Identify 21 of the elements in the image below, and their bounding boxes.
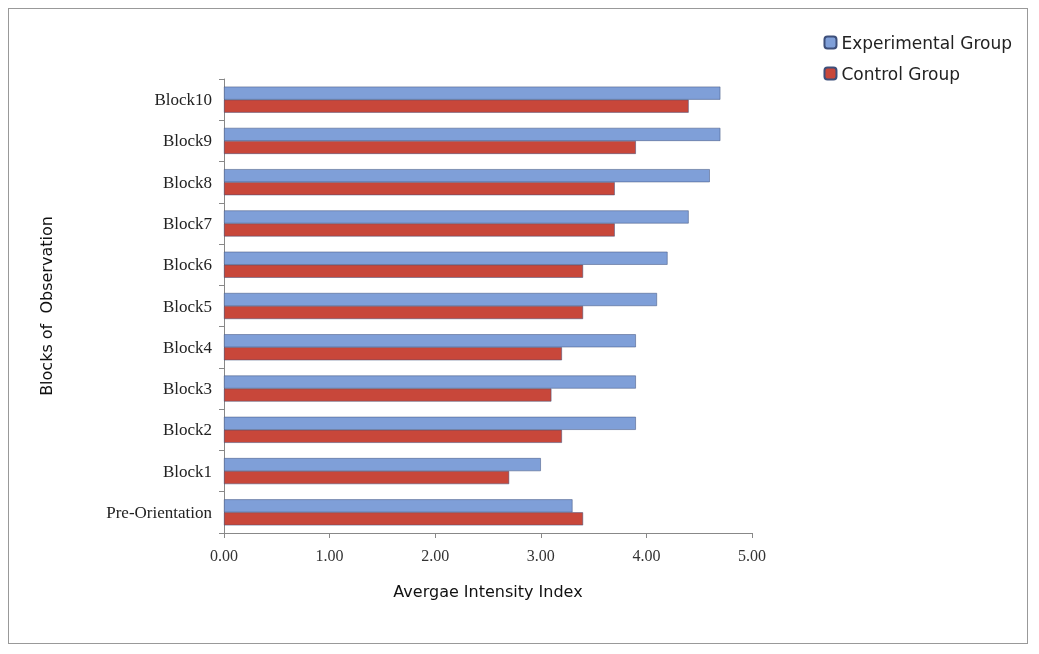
y-tick-label: Block2 xyxy=(162,420,212,440)
y-tick-label: Block7 xyxy=(162,213,213,233)
legend-label: Control Group xyxy=(841,63,961,84)
legend-label: Experimental Group xyxy=(841,32,1013,53)
x-tick-label: 0.00 xyxy=(210,546,238,564)
y-tick-label: Block9 xyxy=(162,131,212,151)
x-axis-title: Avergae Intensity Index xyxy=(393,581,583,601)
y-tick-label: Block10 xyxy=(154,90,212,110)
x-tick-label: 5.00 xyxy=(738,546,766,564)
x-tick-label: 3.00 xyxy=(526,546,555,564)
y-tick-label: Block6 xyxy=(162,255,212,275)
y-tick-label: Block8 xyxy=(162,172,212,192)
y-tick-label: Block5 xyxy=(162,296,212,316)
x-tick-label: 1.00 xyxy=(315,546,344,564)
x-tick-label: 4.00 xyxy=(632,546,661,564)
y-tick-label: Block4 xyxy=(162,337,213,357)
x-tick-label: 2.00 xyxy=(421,546,450,564)
y-axis-title: Blocks of Observation xyxy=(36,216,56,396)
y-tick-label: Block3 xyxy=(162,379,212,399)
y-tick-label: Block1 xyxy=(162,461,212,481)
y-tick-label: Pre-Orientation xyxy=(106,502,213,522)
